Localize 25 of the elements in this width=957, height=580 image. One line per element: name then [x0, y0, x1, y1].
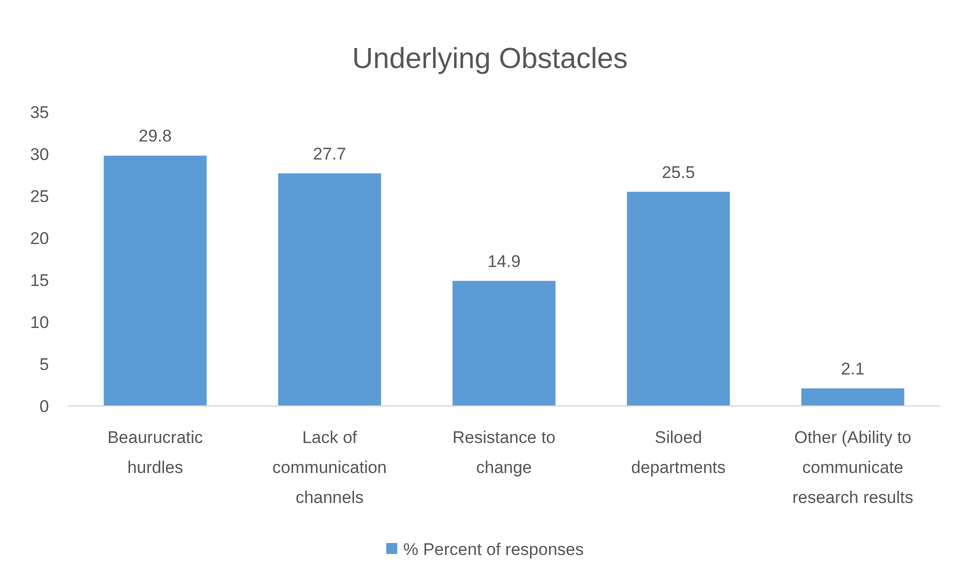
bar — [278, 173, 382, 406]
chart-title: Underlying Obstacles — [352, 43, 628, 75]
y-tick-label: 0 — [40, 396, 49, 416]
y-tick-label: 10 — [30, 312, 49, 332]
y-tick-label: 25 — [30, 186, 49, 206]
data-label: 14.9 — [487, 252, 521, 271]
legend-label: % Percent of responses — [403, 540, 584, 559]
y-tick-label: 35 — [30, 102, 49, 122]
data-label: 2.1 — [840, 359, 865, 378]
x-tick-label: Lack of communication channels — [272, 428, 387, 507]
y-tick-label: 30 — [30, 144, 49, 164]
bar — [104, 156, 207, 406]
bar — [801, 388, 904, 406]
data-label: 27.7 — [313, 144, 346, 164]
data-label: 25.5 — [662, 162, 695, 182]
data-label: 29.8 — [138, 126, 172, 146]
y-tick-label: 20 — [30, 228, 49, 248]
x-tick-label: Siloed departments — [631, 428, 726, 477]
bar — [452, 280, 556, 406]
x-tick-label: Resistance to change — [452, 428, 556, 477]
y-tick-label: 15 — [30, 270, 49, 290]
x-tick-label: Other (Ability to communicate research results — [792, 428, 914, 507]
y-tick-label: 5 — [40, 354, 49, 374]
bar — [626, 192, 730, 406]
x-tick-label: Beaurucratic hurdles — [107, 428, 204, 477]
